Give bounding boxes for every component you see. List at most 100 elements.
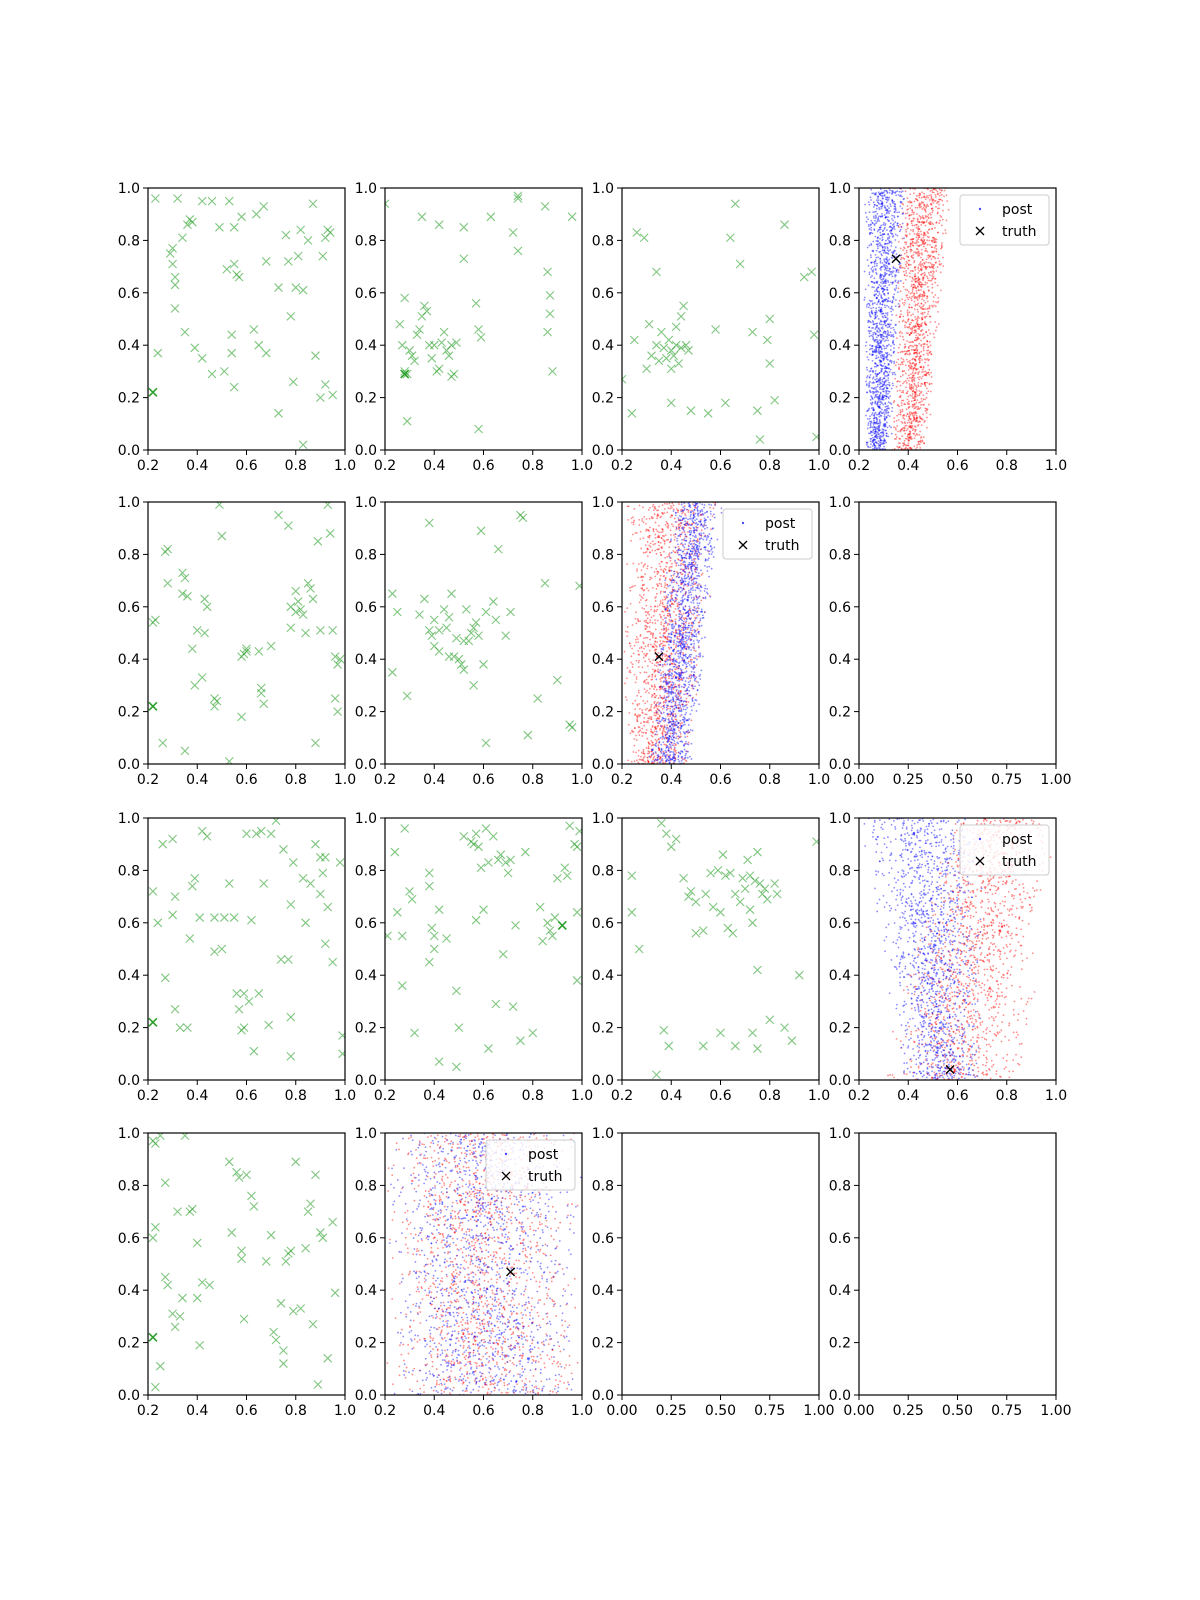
posterior-sample-blue: [875, 240, 878, 242]
posterior-sample-red: [690, 523, 693, 526]
posterior-sample-red: [914, 434, 917, 437]
posterior-sample-blue: [894, 323, 897, 326]
posterior-sample-blue: [882, 364, 885, 367]
posterior-sample-blue: [872, 439, 875, 442]
posterior-sample-red: [685, 557, 687, 560]
posterior-sample-blue: [705, 524, 707, 527]
posterior-sample-red: [906, 401, 909, 404]
posterior-sample-red: [905, 270, 907, 272]
posterior-sample-red: [690, 631, 693, 634]
posterior-sample-red: [664, 655, 667, 658]
posterior-sample-red: [649, 687, 651, 690]
posterior-sample-red: [903, 303, 905, 306]
data-point: [333, 707, 343, 716]
posterior-sample-red: [945, 194, 948, 197]
posterior-sample-red: [666, 658, 669, 661]
posterior-sample-blue: [873, 447, 876, 450]
posterior-sample-red: [690, 621, 693, 624]
posterior-sample-red: [714, 502, 717, 505]
posterior-sample-red: [903, 442, 906, 445]
data-point: [664, 335, 674, 345]
posterior-sample-blue: [874, 441, 877, 444]
posterior-sample-red: [651, 673, 654, 676]
posterior-sample-blue: [884, 423, 887, 426]
posterior-sample-red: [930, 279, 933, 282]
posterior-sample-red: [695, 525, 697, 528]
posterior-sample-blue: [675, 714, 677, 717]
posterior-sample-red: [908, 436, 910, 439]
posterior-sample-red: [945, 219, 948, 222]
data-point: [545, 309, 555, 319]
y-tick-label: 0.4: [592, 338, 614, 354]
posterior-sample-red: [625, 630, 627, 633]
posterior-sample-red: [917, 316, 920, 319]
posterior-sample-red: [914, 426, 917, 428]
posterior-sample-red: [916, 336, 919, 339]
posterior-sample-red: [664, 590, 667, 593]
posterior-sample-red: [664, 761, 667, 764]
posterior-sample-blue: [887, 392, 889, 395]
posterior-sample-blue: [877, 300, 880, 302]
posterior-sample-red: [916, 349, 919, 352]
posterior-sample-blue: [876, 431, 879, 434]
posterior-sample-blue: [689, 713, 692, 716]
posterior-sample-red: [908, 376, 911, 379]
posterior-sample-red: [633, 584, 636, 587]
data-point: [187, 217, 197, 227]
posterior-sample-blue: [694, 561, 697, 564]
posterior-sample-blue: [874, 434, 877, 437]
posterior-sample-red: [642, 699, 645, 702]
posterior-sample-red: [684, 593, 687, 596]
posterior-sample-blue: [709, 545, 712, 547]
posterior-sample-red: [900, 266, 903, 269]
posterior-sample-red: [648, 536, 651, 539]
posterior-sample-red: [647, 643, 650, 646]
posterior-sample-blue: [878, 383, 881, 386]
posterior-sample-red: [915, 352, 918, 354]
posterior-sample-red: [901, 435, 904, 437]
posterior-sample-red: [636, 568, 638, 571]
posterior-sample-red: [933, 304, 935, 307]
posterior-sample-red: [920, 339, 922, 342]
posterior-sample-red: [908, 430, 911, 433]
posterior-sample-blue: [873, 436, 876, 438]
posterior-sample-red: [935, 205, 937, 208]
posterior-sample-blue: [871, 221, 874, 224]
posterior-sample-red: [898, 316, 901, 319]
posterior-sample-red: [641, 731, 643, 734]
posterior-sample-blue: [877, 405, 880, 408]
posterior-sample-blue: [892, 333, 895, 336]
posterior-sample-red: [625, 699, 628, 701]
posterior-sample-red: [899, 396, 902, 399]
posterior-sample-blue: [696, 506, 699, 509]
posterior-sample-red: [704, 611, 706, 613]
data-point: [479, 660, 488, 669]
posterior-sample-red: [903, 414, 905, 416]
data-point: [567, 212, 577, 222]
posterior-sample-red: [664, 676, 667, 679]
posterior-sample-red: [674, 628, 677, 631]
posterior-sample-red: [914, 295, 917, 298]
posterior-sample-red: [910, 436, 913, 438]
posterior-sample-red: [673, 648, 676, 650]
posterior-sample-red: [915, 390, 918, 392]
posterior-sample-blue: [869, 430, 872, 433]
posterior-sample-red: [669, 614, 671, 617]
posterior-sample-red: [905, 424, 908, 427]
posterior-sample-red: [922, 277, 924, 280]
posterior-sample-red: [673, 674, 676, 677]
posterior-sample-red: [672, 675, 675, 678]
posterior-sample-blue: [868, 244, 871, 247]
posterior-sample-red: [661, 610, 663, 613]
posterior-sample-blue: [885, 416, 888, 419]
posterior-sample-blue: [877, 217, 880, 219]
posterior-sample-blue: [681, 619, 684, 622]
posterior-sample-blue: [867, 218, 869, 221]
posterior-sample-red: [659, 602, 662, 605]
posterior-sample-blue: [886, 249, 889, 252]
posterior-sample-blue: [886, 335, 888, 338]
posterior-sample-blue: [883, 268, 886, 271]
posterior-sample-red: [914, 367, 917, 370]
posterior-sample-red: [649, 755, 652, 758]
posterior-sample-red: [912, 411, 915, 414]
